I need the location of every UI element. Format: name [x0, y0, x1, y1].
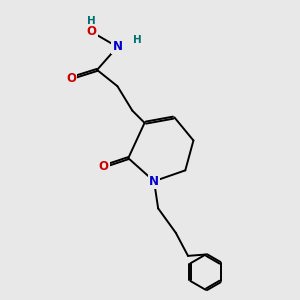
Text: H: H — [134, 35, 142, 45]
Text: H: H — [87, 16, 96, 26]
Text: O: O — [66, 72, 76, 85]
Text: O: O — [87, 26, 97, 38]
Text: O: O — [99, 160, 109, 173]
Text: N: N — [149, 175, 159, 188]
Text: N: N — [112, 40, 122, 53]
